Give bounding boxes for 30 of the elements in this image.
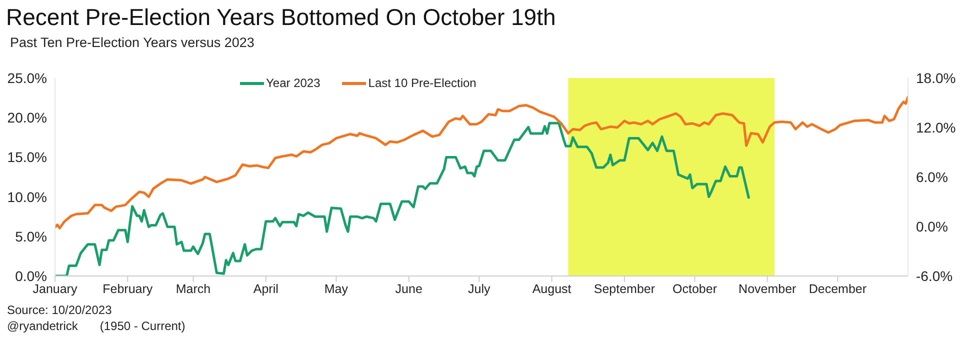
source-note: Source: 10/20/2023 xyxy=(7,303,112,317)
y-tick-label: 0.0% xyxy=(15,268,47,284)
y2-tick-label: 18.0% xyxy=(916,70,956,86)
text: (1950 - Current) xyxy=(100,319,186,333)
text: @ryandetrick xyxy=(7,319,78,333)
legend-label: Year 2023 xyxy=(266,76,320,90)
y-tick-label: 25.0% xyxy=(7,70,47,86)
x-tick-label: May xyxy=(324,282,349,296)
y-tick-label: 20.0% xyxy=(7,110,47,126)
x-tick-label: December xyxy=(808,282,867,296)
x-tick-label: January xyxy=(32,282,78,296)
x-tick-label: August xyxy=(532,282,572,296)
y2-tick-label: -6.0% xyxy=(916,268,953,284)
y-tick-label: 15.0% xyxy=(7,149,47,166)
x-tick-label: April xyxy=(253,282,278,296)
y2-tick-label: 12.0% xyxy=(916,119,956,136)
x-tick-label: October xyxy=(672,282,717,296)
chart-title: Recent Pre-Election Years Bottomed On October 19th xyxy=(6,4,556,30)
x-tick-label: September xyxy=(594,282,656,296)
y2-tick-label: 6.0% xyxy=(916,168,948,185)
y-tick-label: 5.0% xyxy=(15,228,47,244)
x-tick-label: June xyxy=(395,282,422,296)
x-tick-label: July xyxy=(468,282,492,296)
x-tick-label: November xyxy=(738,282,796,296)
y2-tick-label: 0.0% xyxy=(916,218,948,234)
chart-subtitle: Past Ten Pre-Election Years versus 2023 xyxy=(10,35,254,50)
legend-label: Last 10 Pre-Election xyxy=(368,76,476,90)
x-tick-label: February xyxy=(102,282,154,296)
x-tick-label: March xyxy=(176,282,211,296)
y-tick-label: 10.0% xyxy=(7,188,47,205)
